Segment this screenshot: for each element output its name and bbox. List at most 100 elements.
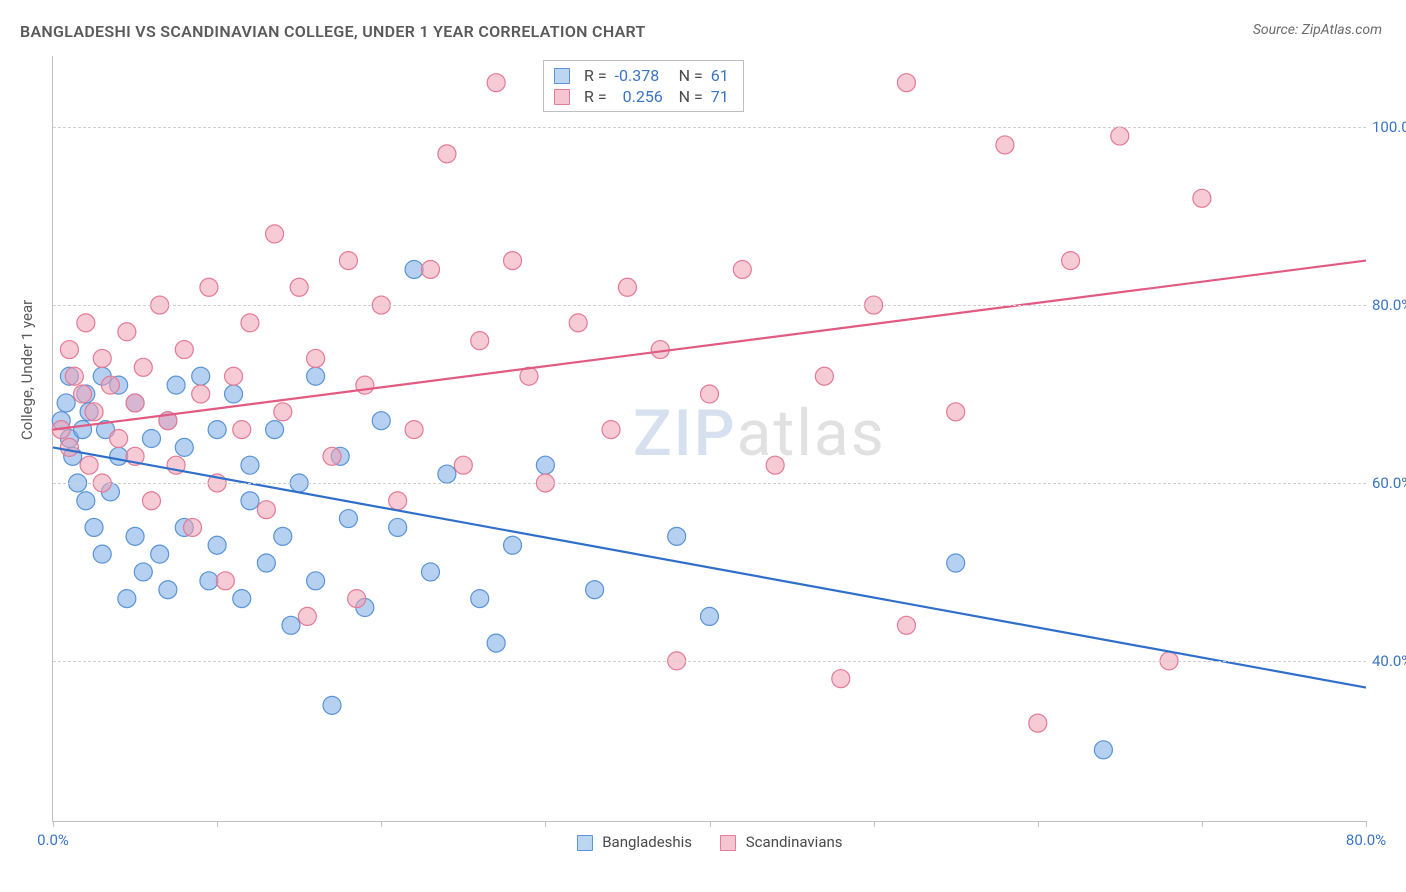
scatter-point (110, 447, 128, 465)
scatter-point (897, 616, 915, 634)
scatter-point (200, 572, 218, 590)
scatter-point (175, 438, 193, 456)
y-tick-label: 80.0% (1372, 296, 1406, 314)
scatter-point (733, 260, 751, 278)
scatter-point (266, 421, 284, 439)
x-tick (545, 821, 546, 827)
scatter-point (93, 545, 111, 563)
scatter-point (298, 607, 316, 625)
scatter-point (504, 252, 522, 270)
scatter-point (118, 590, 136, 608)
correlation-row: R = 0.256 N = 71 (554, 86, 733, 107)
scatter-point (118, 323, 136, 341)
scatter-point (142, 430, 160, 448)
scatter-point (85, 403, 103, 421)
chart-title: BANGLADESHI VS SCANDINAVIAN COLLEGE, UND… (20, 22, 646, 41)
scatter-point (65, 367, 83, 385)
scatter-point (536, 456, 554, 474)
scatter-point (815, 367, 833, 385)
legend-item: Bangladeshis (576, 833, 692, 851)
scatter-point (405, 421, 423, 439)
scatter-point (175, 341, 193, 359)
scatter-point (93, 349, 111, 367)
scatter-point (241, 492, 259, 510)
scatter-point (618, 278, 636, 296)
scatter-point (208, 421, 226, 439)
scatter-point (471, 590, 489, 608)
scatter-point (74, 421, 92, 439)
scatter-point (348, 590, 366, 608)
scatter-point (438, 145, 456, 163)
source-label: Source: ZipAtlas.com (1253, 22, 1382, 38)
scatter-point (356, 376, 374, 394)
scatter-point (77, 314, 95, 332)
correlation-legend: R = -0.378 N = 61 R = 0.256 N = 71 (543, 60, 744, 112)
scatter-point (897, 74, 915, 92)
n-value-a: 61 (711, 66, 733, 85)
gridline (53, 483, 1366, 484)
scatter-point (233, 421, 251, 439)
scatter-point (421, 260, 439, 278)
scatter-point (307, 367, 325, 385)
x-tick (1038, 821, 1039, 827)
scatter-point (1111, 127, 1129, 145)
scatter-point (996, 136, 1014, 154)
r-value-b: 0.256 (615, 87, 671, 106)
scatter-point (1062, 252, 1080, 270)
x-tick (53, 821, 54, 827)
scatter-point (372, 412, 390, 430)
scatter-point (701, 385, 719, 403)
scatter-point (60, 438, 78, 456)
scatter-point (110, 430, 128, 448)
scatter-point (504, 536, 522, 554)
scatter-point (668, 527, 686, 545)
scatter-point (257, 554, 275, 572)
scatter-point (184, 518, 202, 536)
scatter-point (85, 518, 103, 536)
r-value-a: -0.378 (615, 66, 671, 85)
scatter-svg (53, 56, 1366, 821)
scatter-point (233, 590, 251, 608)
scatter-point (241, 314, 259, 332)
scatter-point (323, 447, 341, 465)
gridline (53, 661, 1366, 662)
series-legend: Bangladeshis Scandinavians (576, 833, 842, 851)
scatter-point (421, 563, 439, 581)
scatter-point (57, 394, 75, 412)
x-tick (381, 821, 382, 827)
scatter-point (290, 278, 308, 296)
scatter-point (134, 563, 152, 581)
scatter-point (77, 492, 95, 510)
scatter-point (225, 367, 243, 385)
scatter-point (192, 385, 210, 403)
scatter-point (701, 607, 719, 625)
scatter-point (586, 581, 604, 599)
scatter-point (389, 518, 407, 536)
scatter-point (151, 545, 169, 563)
scatter-point (832, 670, 850, 688)
x-tick (1202, 821, 1203, 827)
scatter-point (257, 501, 275, 519)
scatter-point (274, 403, 292, 421)
scatter-point (766, 456, 784, 474)
scatter-point (1193, 189, 1211, 207)
y-axis-label: College, Under 1 year (18, 300, 36, 440)
correlation-row: R = -0.378 N = 61 (554, 65, 733, 86)
y-tick-label: 40.0% (1372, 652, 1406, 670)
scatter-point (471, 332, 489, 350)
x-tick (217, 821, 218, 827)
scatter-point (405, 260, 423, 278)
r-label: R = (584, 87, 607, 106)
scatter-point (602, 421, 620, 439)
scatter-point (126, 394, 144, 412)
scatter-point (947, 554, 965, 572)
scatter-point (274, 527, 292, 545)
scatter-point (74, 385, 92, 403)
scatter-point (167, 376, 185, 394)
scatter-point (947, 403, 965, 421)
x-tick-label: 0.0% (37, 831, 69, 849)
scatter-point (307, 572, 325, 590)
scatter-point (282, 616, 300, 634)
plot-area: ZIPatlas R = -0.378 N = 61 R = 0.256 N =… (52, 56, 1366, 822)
scatter-point (101, 376, 119, 394)
